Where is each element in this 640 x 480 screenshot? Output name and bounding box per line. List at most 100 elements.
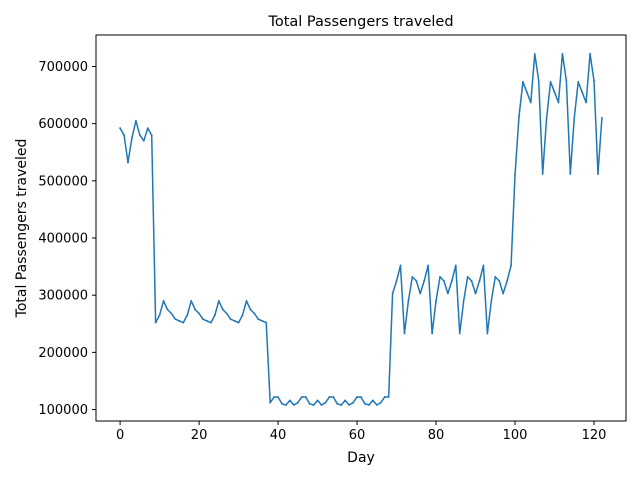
y-tick-label: 700000 <box>38 60 88 75</box>
x-tick-label: 0 <box>116 428 124 443</box>
data-point <box>352 401 354 404</box>
data-point <box>364 402 366 405</box>
data-point <box>356 396 358 398</box>
data-point <box>529 101 532 104</box>
data-point <box>419 292 422 295</box>
data-point <box>119 127 121 130</box>
data-point <box>328 396 331 398</box>
data-point <box>217 300 220 302</box>
data-point <box>292 404 295 406</box>
data-point <box>142 139 145 142</box>
data-point <box>561 52 564 55</box>
data-point <box>253 312 256 315</box>
data-point <box>269 401 272 404</box>
data-point <box>411 275 414 278</box>
data-point <box>458 332 461 335</box>
data-point <box>241 314 244 317</box>
data-point <box>545 117 548 119</box>
data-point <box>565 79 568 82</box>
data-point <box>371 399 374 402</box>
data-point <box>549 80 552 83</box>
y-tick-label: 200000 <box>38 346 88 361</box>
data-point <box>249 308 252 311</box>
data-point <box>289 399 291 402</box>
data-point <box>439 275 441 278</box>
data-point <box>277 396 279 398</box>
data-point <box>470 280 473 282</box>
data-point <box>537 79 540 82</box>
data-point <box>154 321 157 324</box>
data-point <box>597 173 599 175</box>
data-point <box>158 314 161 317</box>
data-point <box>332 396 335 398</box>
data-point <box>304 396 307 398</box>
data-point <box>533 52 536 55</box>
data-point <box>131 137 133 139</box>
data-point <box>486 332 489 335</box>
data-point <box>229 318 232 321</box>
data-point <box>257 318 260 321</box>
data-point <box>146 127 149 130</box>
data-point <box>443 280 445 282</box>
data-point <box>340 404 343 406</box>
data-point <box>387 396 390 398</box>
y-tick-label: 600000 <box>38 117 88 132</box>
data-point <box>308 402 311 405</box>
y-tick-label: 300000 <box>38 289 88 304</box>
data-point <box>213 314 216 317</box>
data-point <box>162 300 165 302</box>
data-point <box>138 134 141 136</box>
x-tick-label: 20 <box>191 428 208 443</box>
data-point <box>522 80 524 83</box>
y-tick-label: 400000 <box>38 232 88 247</box>
data-point <box>174 318 177 321</box>
data-point <box>320 404 323 406</box>
data-point <box>127 161 129 164</box>
data-point <box>324 401 327 404</box>
y-tick-label: 100000 <box>38 403 88 418</box>
data-point <box>375 404 378 406</box>
data-point <box>190 300 193 302</box>
data-point <box>348 404 351 406</box>
data-point <box>589 52 591 55</box>
data-point <box>395 280 398 282</box>
data-point <box>261 320 264 322</box>
data-point <box>198 312 200 315</box>
data-point <box>285 404 287 406</box>
data-point <box>553 91 556 94</box>
data-point <box>265 321 268 324</box>
data-point <box>281 402 283 405</box>
data-point <box>360 396 362 398</box>
data-point <box>233 320 236 322</box>
data-point <box>557 101 560 104</box>
data-point <box>237 321 240 324</box>
data-point <box>462 300 465 302</box>
data-point <box>581 91 584 94</box>
data-point <box>123 134 125 136</box>
data-point <box>498 280 501 282</box>
data-point <box>336 402 339 405</box>
data-point <box>170 312 173 315</box>
data-point <box>221 308 224 311</box>
data-point <box>344 399 347 402</box>
data-point <box>245 300 248 302</box>
data-point <box>194 308 197 311</box>
data-point <box>206 320 208 322</box>
plot-area <box>119 52 603 406</box>
data-point <box>573 117 576 119</box>
data-point <box>296 401 299 404</box>
data-point <box>415 280 418 282</box>
data-point <box>518 115 520 118</box>
data-point <box>478 280 481 282</box>
data-point <box>134 119 137 122</box>
data-point <box>514 174 516 177</box>
axes-frame <box>95 34 627 422</box>
data-point <box>427 264 430 267</box>
y-tick-label: 500000 <box>38 174 88 189</box>
data-point <box>490 300 493 302</box>
data-point <box>150 134 153 136</box>
data-point <box>450 280 453 282</box>
x-tick-label: 60 <box>349 428 366 443</box>
data-point <box>431 332 433 335</box>
